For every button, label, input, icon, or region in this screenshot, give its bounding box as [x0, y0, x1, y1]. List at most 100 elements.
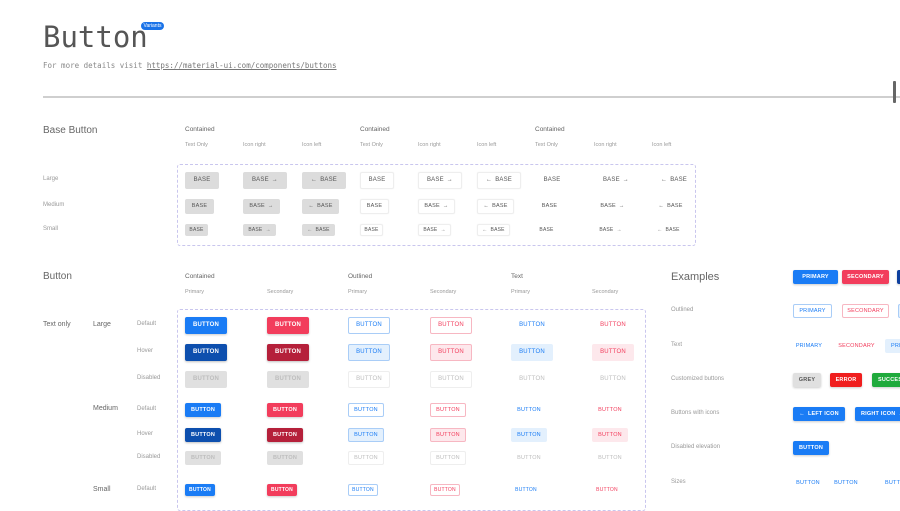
- docs-link[interactable]: https://material-ui.com/components/butto…: [146, 61, 337, 70]
- example-button[interactable]: PRIMARY: [793, 270, 838, 284]
- base-button[interactable]: BASE: [535, 199, 564, 214]
- example-button[interactable]: BUTTON: [879, 476, 900, 490]
- primary-button[interactable]: BUTTON: [348, 451, 384, 465]
- secondary-button[interactable]: BUTTON: [267, 451, 303, 465]
- secondary-button[interactable]: BUTTON: [430, 451, 466, 465]
- secondary-button[interactable]: BUTTON: [600, 376, 626, 382]
- primary-button[interactable]: BUTTON: [515, 487, 537, 493]
- arrow-right-icon: →: [440, 227, 446, 233]
- secondary-button[interactable]: BUTTON: [267, 370, 309, 388]
- base-button[interactable]: BASE →: [243, 198, 280, 214]
- base-button[interactable]: BASE →: [594, 172, 638, 189]
- primary-button[interactable]: BUTTON: [185, 370, 227, 388]
- primary-button[interactable]: BUTTON: [185, 343, 227, 361]
- example-button[interactable]: RIGHT ICON→: [855, 407, 900, 421]
- base-button[interactable]: BASE →: [418, 171, 462, 189]
- example-button[interactable]: [898, 304, 900, 318]
- base-button[interactable]: BASE →: [418, 198, 455, 214]
- secondary-button[interactable]: BUTTON: [267, 343, 309, 361]
- secondary-button[interactable]: BUTTON: [267, 316, 309, 334]
- base-button[interactable]: ← BASE: [477, 198, 514, 214]
- primary-button[interactable]: BUTTON: [185, 316, 227, 334]
- secondary-button[interactable]: BUTTON: [430, 370, 472, 388]
- base-button[interactable]: ← BASE: [302, 224, 335, 236]
- primary-button[interactable]: BUTTON: [519, 322, 545, 328]
- base-button[interactable]: BASE: [185, 198, 214, 214]
- primary-button[interactable]: BUTTON: [348, 403, 384, 417]
- primary-button[interactable]: BUTTON: [185, 428, 221, 442]
- secondary-button[interactable]: BUTTON: [430, 316, 472, 334]
- column-header: Icon right: [243, 142, 266, 148]
- secondary-button[interactable]: BUTTON: [267, 403, 303, 417]
- base-button[interactable]: BASE →: [418, 224, 451, 236]
- example-button[interactable]: SECONDARY: [834, 339, 879, 353]
- primary-button[interactable]: BUTTON: [517, 407, 541, 413]
- secondary-button[interactable]: BUTTON: [430, 403, 466, 417]
- button-label: BASE: [423, 227, 438, 233]
- example-button[interactable]: SECONDARY: [842, 270, 889, 284]
- secondary-button[interactable]: BUTTON: [600, 322, 626, 328]
- base-button[interactable]: BASE →: [243, 224, 276, 236]
- primary-button[interactable]: BUTTON: [517, 455, 541, 461]
- group-header: Contained: [360, 126, 390, 133]
- secondary-button[interactable]: BUTTON: [267, 428, 303, 442]
- example-button[interactable]: BUTTON: [793, 441, 829, 455]
- secondary-button[interactable]: BUTTON: [267, 484, 297, 496]
- primary-button[interactable]: BUTTON: [348, 370, 390, 388]
- base-button[interactable]: ← BASE: [302, 171, 346, 189]
- primary-button[interactable]: BUTTON: [348, 484, 378, 496]
- primary-button[interactable]: BUTTON: [348, 316, 390, 334]
- example-button[interactable]: PRIMARY: [793, 339, 825, 353]
- primary-button[interactable]: BUTTON: [348, 428, 384, 442]
- example-button[interactable]: PRIMARY: [793, 304, 832, 318]
- button-label: BASE: [251, 177, 269, 183]
- base-button[interactable]: ← BASE: [652, 224, 685, 236]
- example-button[interactable]: BUTTON: [793, 476, 823, 490]
- base-button[interactable]: BASE →: [594, 224, 627, 236]
- column-header: Text Only: [360, 142, 383, 148]
- secondary-button[interactable]: BUTTON: [592, 343, 634, 361]
- base-button[interactable]: ← BASE: [477, 224, 510, 236]
- secondary-button[interactable]: BUTTON: [598, 455, 622, 461]
- example-button[interactable]: SECONDARY: [842, 304, 889, 318]
- secondary-button[interactable]: BUTTON: [592, 428, 628, 442]
- example-button[interactable]: [897, 270, 900, 284]
- base-button[interactable]: BASE: [360, 171, 394, 189]
- base-button[interactable]: BASE: [185, 224, 208, 236]
- example-button[interactable]: SUCCESS: [872, 373, 900, 387]
- primary-button[interactable]: BUTTON: [348, 343, 390, 361]
- base-button[interactable]: BASE: [360, 224, 383, 236]
- size-label: Large: [93, 321, 111, 328]
- secondary-button[interactable]: BUTTON: [596, 487, 618, 493]
- example-button[interactable]: BUTTON: [831, 476, 861, 490]
- base-button[interactable]: BASE: [185, 171, 219, 189]
- example-button[interactable]: ERROR: [830, 373, 862, 387]
- base-button[interactable]: ← BASE: [652, 172, 696, 189]
- base-button[interactable]: ← BASE: [302, 198, 339, 214]
- primary-button[interactable]: BUTTON: [185, 484, 215, 496]
- button-section-title: Button: [43, 271, 72, 282]
- base-button[interactable]: ← BASE: [477, 171, 521, 189]
- base-button[interactable]: BASE: [535, 172, 569, 189]
- scrollbar-thumb[interactable]: [893, 81, 896, 103]
- primary-button[interactable]: BUTTON: [511, 428, 547, 442]
- base-button[interactable]: BASE →: [243, 171, 287, 189]
- example-button[interactable]: GREY: [793, 373, 821, 387]
- primary-button[interactable]: BUTTON: [519, 376, 545, 382]
- base-button[interactable]: ← BASE: [652, 199, 689, 214]
- secondary-button[interactable]: BUTTON: [430, 484, 460, 496]
- example-button[interactable]: ← LEFT ICON: [793, 407, 845, 421]
- secondary-button[interactable]: BUTTON: [430, 343, 472, 361]
- primary-button[interactable]: BUTTON: [185, 451, 221, 465]
- column-header: Secondary: [267, 289, 294, 295]
- base-button[interactable]: BASE: [535, 224, 558, 236]
- primary-button[interactable]: BUTTON: [185, 403, 221, 417]
- base-button[interactable]: BASE →: [594, 199, 631, 214]
- base-button[interactable]: BASE: [360, 198, 389, 214]
- arrow-right-icon: →: [616, 227, 622, 233]
- primary-button[interactable]: BUTTON: [511, 343, 553, 361]
- secondary-button[interactable]: BUTTON: [598, 407, 622, 413]
- size-label: Small: [93, 486, 111, 493]
- secondary-button[interactable]: BUTTON: [430, 428, 466, 442]
- example-button[interactable]: PRI: [885, 339, 900, 353]
